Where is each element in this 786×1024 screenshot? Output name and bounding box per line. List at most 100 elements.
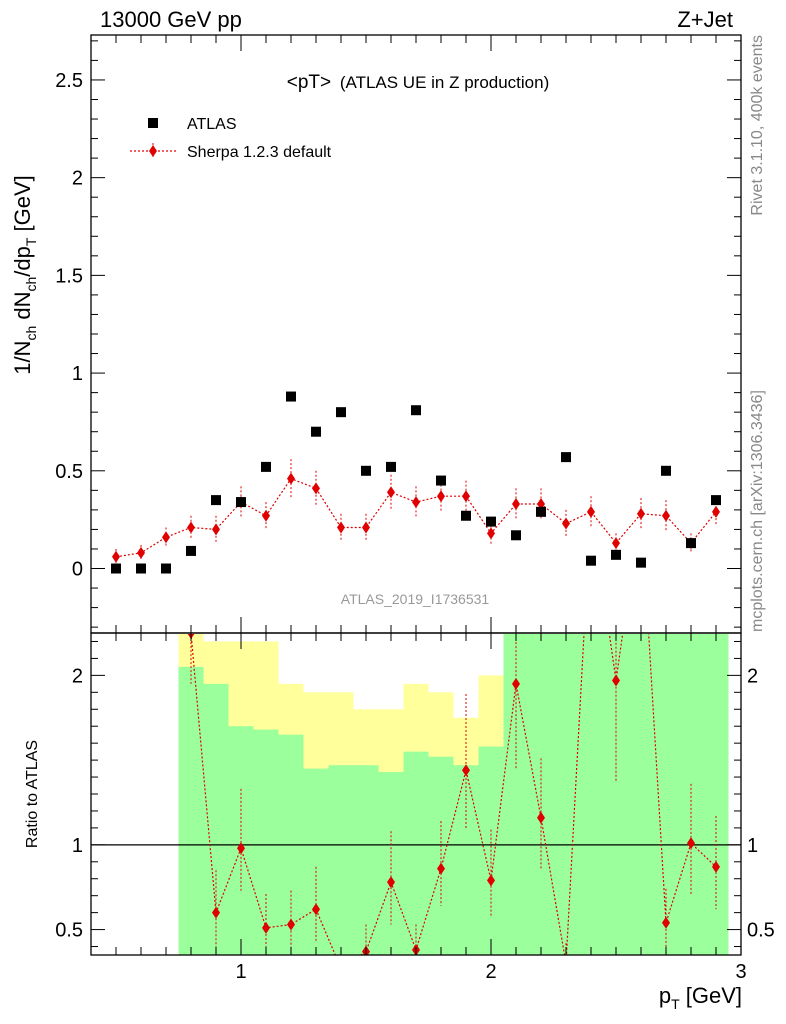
legend-mc-marker — [149, 145, 157, 157]
legend-atlas-marker — [148, 118, 158, 128]
main-y-tick-label: 2 — [72, 168, 83, 190]
data-point — [361, 465, 371, 476]
main-y-tick-label: 0 — [72, 559, 83, 581]
data-point — [111, 563, 121, 574]
data-point — [461, 510, 471, 521]
main-y-tick-label: 1.5 — [55, 265, 83, 287]
main-y-tick-label: 2.5 — [55, 70, 83, 92]
mc-point — [562, 517, 570, 530]
data-point — [261, 461, 271, 472]
data-point — [536, 506, 546, 517]
axes: 00.511.522.51 2 30.5 0.51 12 2 — [55, 35, 775, 983]
plot-title-sub: (ATLAS UE in Z production) — [340, 73, 549, 92]
legend-mc-label: Sherpa 1.2.3 default — [187, 144, 332, 161]
mc-point — [637, 507, 645, 520]
ratio-band-inner — [653, 634, 679, 955]
data-point — [161, 563, 171, 574]
ratio-y-axis-title: Ratio to ATLAS — [24, 740, 41, 848]
data-point — [686, 538, 696, 549]
mc-point — [112, 550, 120, 563]
mc-point — [412, 496, 420, 509]
ratio-mc-point — [687, 837, 695, 850]
ratio-band-inner — [203, 683, 229, 955]
ratio-mc-point — [512, 677, 520, 690]
mc-point — [712, 505, 720, 518]
ratio-y-tick-label: 2 — [72, 665, 83, 687]
ratio-band-inner — [428, 756, 454, 955]
mc-point — [262, 509, 270, 522]
mc-point — [662, 509, 670, 522]
ratio-y-tick-label-right: 1 — [747, 835, 758, 857]
x-axis-title: pT [GeV] — [659, 983, 742, 1012]
main-y-tick-label: 1 — [72, 363, 83, 385]
mc-point — [512, 498, 520, 511]
mc-point — [312, 482, 320, 495]
data-point — [286, 391, 296, 402]
rivet-label: Rivet 3.1.10, 400k events — [749, 35, 766, 216]
ratio-band-inner — [678, 634, 704, 955]
ratio-mc-point — [662, 916, 670, 929]
ratio-band-inner — [703, 634, 729, 955]
main-panel-marks — [111, 391, 721, 574]
mc-point — [612, 537, 620, 550]
ratio-band-inner — [453, 765, 479, 955]
ratio-y-tick-label: 1 — [72, 835, 83, 857]
ratio-band-inner — [578, 634, 604, 955]
ratio-mc-point — [287, 918, 295, 931]
ratio-band-inner — [403, 751, 429, 955]
data-point — [136, 563, 146, 574]
x-tick-label: 1 — [235, 961, 246, 983]
ratio-mc-point — [487, 874, 495, 887]
ratio-band-inner — [553, 634, 579, 955]
ratio-y-tick-label-right: 0.5 — [747, 920, 775, 942]
data-point — [486, 516, 496, 527]
ratio-band-inner — [303, 768, 329, 955]
mc-point — [162, 531, 170, 544]
mc-point — [587, 505, 595, 518]
x-tick-label: 3 — [735, 961, 746, 983]
data-point — [611, 549, 621, 560]
ratio-band-inner — [228, 726, 254, 955]
ratio-mc-point — [262, 921, 270, 934]
data-point — [386, 461, 396, 472]
legend: ATLAS Sherpa 1.2.3 default — [130, 116, 332, 161]
mc-point — [187, 521, 195, 534]
ratio-y-tick-label-right: 2 — [747, 665, 758, 687]
ratio-panel-marks — [91, 634, 741, 969]
data-point — [561, 452, 571, 463]
mc-point — [137, 546, 145, 559]
data-point — [336, 407, 346, 418]
mc-point — [437, 490, 445, 503]
data-point — [186, 545, 196, 556]
data-point — [711, 495, 721, 506]
ratio-band-inner — [253, 729, 279, 955]
data-point — [411, 405, 421, 416]
plot-title: <pT> (ATLAS UE in Z production) — [287, 72, 550, 93]
mc-point — [462, 490, 470, 503]
main-y-tick-label: 0.5 — [55, 461, 83, 483]
ratio-mc-point — [212, 906, 220, 919]
plot-title-main: <pT> — [287, 72, 331, 93]
mc-point — [487, 527, 495, 540]
ratio-mc-point — [612, 674, 620, 687]
legend-atlas-label: ATLAS — [187, 116, 237, 133]
ratio-mc-point — [312, 903, 320, 916]
data-point — [211, 495, 221, 506]
ratio-band-inner — [353, 765, 379, 955]
mc-point — [287, 472, 295, 485]
mcplots-label: mcplots.cern.ch [arXiv:1306.3436] — [749, 390, 766, 632]
analysis-watermark: ATLAS_2019_I1736531 — [341, 591, 490, 607]
ratio-mc-line — [190, 634, 717, 955]
data-point — [436, 475, 446, 486]
ratio-mc-point — [237, 842, 245, 855]
ratio-mc-point — [712, 860, 720, 873]
data-point — [236, 497, 246, 508]
header-left: 13000 GeV pp — [100, 7, 242, 32]
ratio-mc-point — [562, 957, 570, 969]
ratio-band-inner — [178, 666, 204, 955]
ratio-mc-point — [537, 811, 545, 824]
main-y-axis-title: 1/Nch dNch/dpT [GeV] — [10, 175, 39, 375]
mc-point — [362, 521, 370, 534]
data-point — [511, 530, 521, 541]
